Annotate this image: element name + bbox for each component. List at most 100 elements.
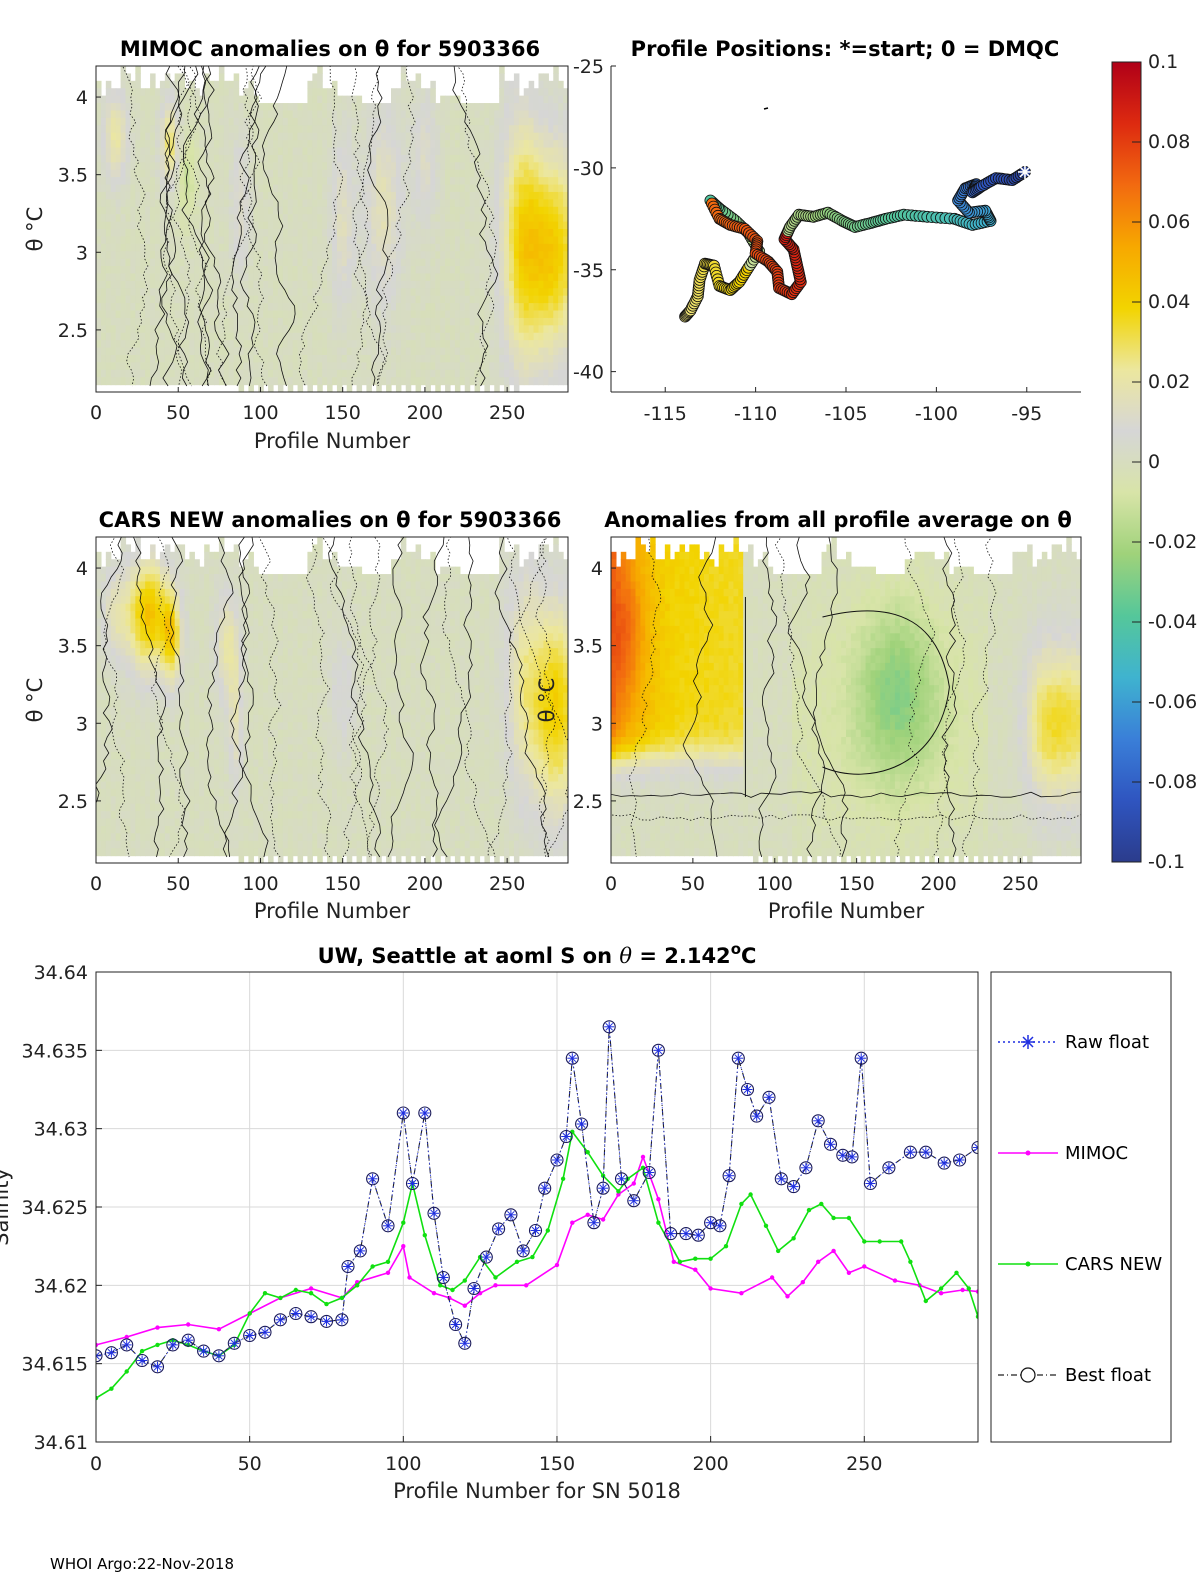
anomaly-cell	[258, 169, 264, 178]
anomaly-cell	[248, 177, 254, 186]
anomaly-cell	[130, 759, 136, 768]
anomaly-cell	[302, 303, 309, 312]
anomaly-cell	[563, 125, 568, 134]
anomaly-cell	[273, 369, 279, 378]
anomaly-cell	[96, 310, 102, 319]
anomaly-cell	[518, 369, 525, 378]
anomaly-cell	[179, 714, 186, 723]
anomaly-cell	[125, 633, 132, 642]
anomaly-cell	[150, 707, 156, 716]
anomaly-cell	[263, 214, 269, 223]
anomaly-cell	[150, 625, 156, 634]
anomaly-cell	[312, 229, 318, 238]
anomaly-cell	[218, 273, 225, 282]
anomaly-cell	[135, 566, 141, 575]
anomaly-cell	[395, 347, 402, 356]
anomaly-cell	[454, 295, 461, 304]
anomaly-cell	[528, 347, 535, 356]
anomaly-cell	[125, 811, 132, 820]
anomaly-cell	[484, 280, 490, 289]
anomaly-cell	[130, 184, 136, 193]
anomaly-cell	[558, 369, 564, 378]
anomaly-cell	[115, 251, 122, 260]
anomaly-cell	[292, 340, 299, 349]
anomaly-cell	[336, 280, 343, 289]
anomaly-cell	[169, 833, 176, 842]
anomaly-cell	[553, 251, 559, 260]
anomaly-cell	[292, 362, 299, 371]
anomaly-cell	[159, 332, 166, 341]
anomaly-cell	[174, 273, 181, 282]
anomaly-cell	[376, 325, 382, 334]
anomaly-cell	[169, 354, 176, 363]
anomaly-cell	[450, 317, 456, 326]
anomaly-cell	[563, 354, 568, 363]
anomaly-cell	[174, 588, 181, 597]
anomaly-cell	[391, 125, 397, 134]
anomaly-cell	[268, 177, 274, 186]
anomaly-cell	[361, 206, 368, 215]
anomaly-cell	[302, 266, 309, 275]
anomaly-cell	[140, 191, 146, 200]
anomaly-cell	[135, 662, 141, 671]
anomaly-cell	[135, 354, 141, 363]
anomaly-cell	[282, 332, 289, 341]
anomaly-cell	[459, 251, 466, 260]
anomaly-cell	[218, 95, 225, 104]
anomaly-cell	[440, 184, 446, 193]
anomaly-cell	[130, 751, 136, 760]
anomaly-cell	[523, 140, 530, 149]
anomaly-cell	[312, 236, 318, 245]
anomaly-cell	[125, 184, 132, 193]
anomaly-cell	[548, 147, 554, 156]
anomaly-cell	[553, 199, 559, 208]
anomaly-cell	[223, 303, 230, 312]
anomaly-cell	[341, 288, 348, 297]
anomaly-cell	[263, 266, 269, 275]
anomaly-cell	[317, 169, 323, 178]
anomaly-cell	[558, 377, 564, 386]
anomaly-cell	[110, 266, 117, 275]
anomaly-cell	[96, 803, 102, 812]
anomaly-cell	[366, 103, 372, 112]
anomaly-cell	[538, 347, 545, 356]
anomaly-cell	[105, 162, 112, 171]
anomaly-cell	[140, 332, 146, 341]
anomaly-cell	[523, 325, 530, 334]
anomaly-cell	[332, 377, 338, 386]
anomaly-cell	[120, 833, 127, 842]
anomaly-cell	[150, 751, 156, 760]
anomaly-cell	[179, 744, 186, 753]
anomaly-cell	[100, 214, 107, 223]
anomaly-cell	[105, 80, 112, 89]
anomaly-cell	[464, 236, 471, 245]
anomaly-cell	[518, 317, 525, 326]
anomaly-cell	[425, 103, 431, 112]
anomaly-cell	[553, 66, 559, 75]
anomaly-cell	[430, 258, 436, 267]
anomaly-cell	[268, 303, 274, 312]
anomaly-cell	[420, 258, 427, 267]
anomaly-cell	[317, 103, 323, 112]
anomaly-cell	[96, 670, 102, 679]
anomaly-cell	[469, 140, 476, 149]
anomaly-cell	[489, 251, 495, 260]
anomaly-cell	[253, 303, 259, 312]
anomaly-cell	[110, 95, 117, 104]
anomaly-cell	[415, 236, 422, 245]
anomaly-cell	[356, 347, 363, 356]
anomaly-cell	[96, 340, 102, 349]
anomaly-cell	[287, 199, 294, 208]
anomaly-cell	[287, 310, 294, 319]
anomaly-cell	[155, 588, 161, 597]
anomaly-cell	[528, 147, 535, 156]
anomaly-cell	[425, 354, 431, 363]
anomaly-cell	[450, 169, 456, 178]
anomaly-cell	[509, 295, 515, 304]
anomaly-cell	[159, 125, 166, 134]
anomaly-cell	[450, 162, 456, 171]
anomaly-cell	[100, 310, 107, 319]
anomaly-cell	[523, 132, 530, 141]
anomaly-cell	[145, 310, 151, 319]
anomaly-cell	[243, 191, 250, 200]
